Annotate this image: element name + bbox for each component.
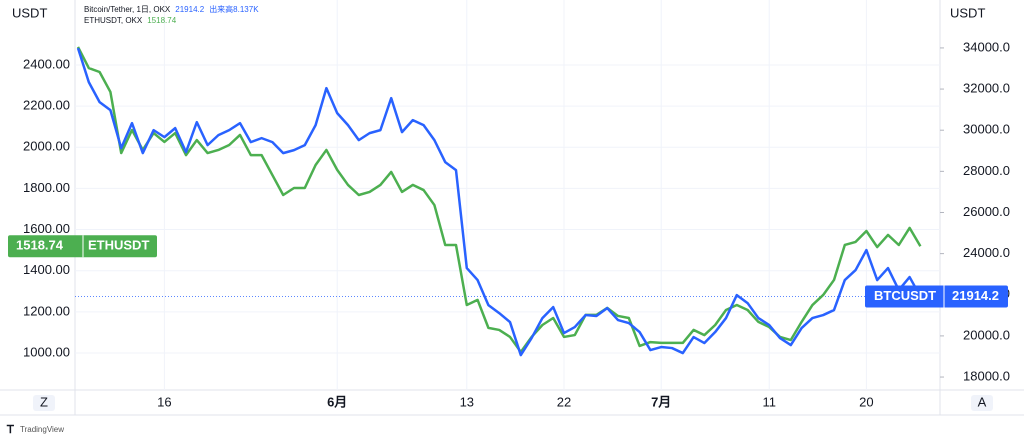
price-label-value: 1518.74 xyxy=(16,238,64,253)
price-label-name: BTCUSDT xyxy=(874,288,936,303)
y-tick-label: 1000.00 xyxy=(23,344,70,359)
legend-text: 出来高8.137K xyxy=(209,4,259,14)
y-tick-label: 1400.00 xyxy=(23,262,70,277)
x-tick-label: 11 xyxy=(762,394,776,409)
y2-tick-label: 26000.0 xyxy=(963,204,1010,219)
y-tick-label: 2200.00 xyxy=(23,98,70,113)
y-axis-title: USDT xyxy=(12,5,47,20)
y-tick-label: 1200.00 xyxy=(23,303,70,318)
y-tick-label: 1800.00 xyxy=(23,180,70,195)
price-label-box xyxy=(865,285,1008,308)
legend-text: Bitcoin/Tether, 1日, OKX xyxy=(84,5,171,14)
logo: ꓔ xyxy=(6,424,14,436)
button[interactable] xyxy=(971,395,993,411)
y2-tick-label: 30000.0 xyxy=(963,122,1010,137)
y-tick-label: 2400.00 xyxy=(23,56,70,71)
series-line xyxy=(76,47,922,357)
button-label[interactable]: A xyxy=(978,394,987,409)
x-tick-label: 16 xyxy=(157,394,171,409)
y2-tick-label: 24000.0 xyxy=(963,245,1010,260)
y2-tick-label: 28000.0 xyxy=(963,163,1010,178)
y2-tick-label: 20000.0 xyxy=(963,327,1010,342)
price-label-value: 21914.2 xyxy=(952,288,999,303)
y2-tick-label: 34000.0 xyxy=(963,39,1010,54)
legend-text: 21914.2 xyxy=(175,5,204,14)
x-tick-label: 7月 xyxy=(651,394,671,409)
x-tick-label: 13 xyxy=(460,394,474,409)
y2-tick-label: 32000.0 xyxy=(963,81,1010,96)
brand: TradingView xyxy=(20,425,64,434)
y2-axis-title: USDT xyxy=(950,5,985,20)
x-tick-label: 22 xyxy=(557,394,571,409)
y-tick-label: 2000.00 xyxy=(23,139,70,154)
legend-text: 1518.74 xyxy=(147,16,176,25)
legend-text: ETHUSDT, OKX xyxy=(84,16,143,25)
x-tick-label: 6月 xyxy=(327,394,347,409)
y2-tick-label: 18000.0 xyxy=(963,368,1010,383)
y-tick-label: 1600.00 xyxy=(23,221,70,236)
button-label[interactable]: Z xyxy=(40,394,48,409)
button[interactable] xyxy=(33,395,55,411)
x-tick-label: 20 xyxy=(859,394,873,409)
price-label-name: ETHUSDT xyxy=(88,238,149,253)
